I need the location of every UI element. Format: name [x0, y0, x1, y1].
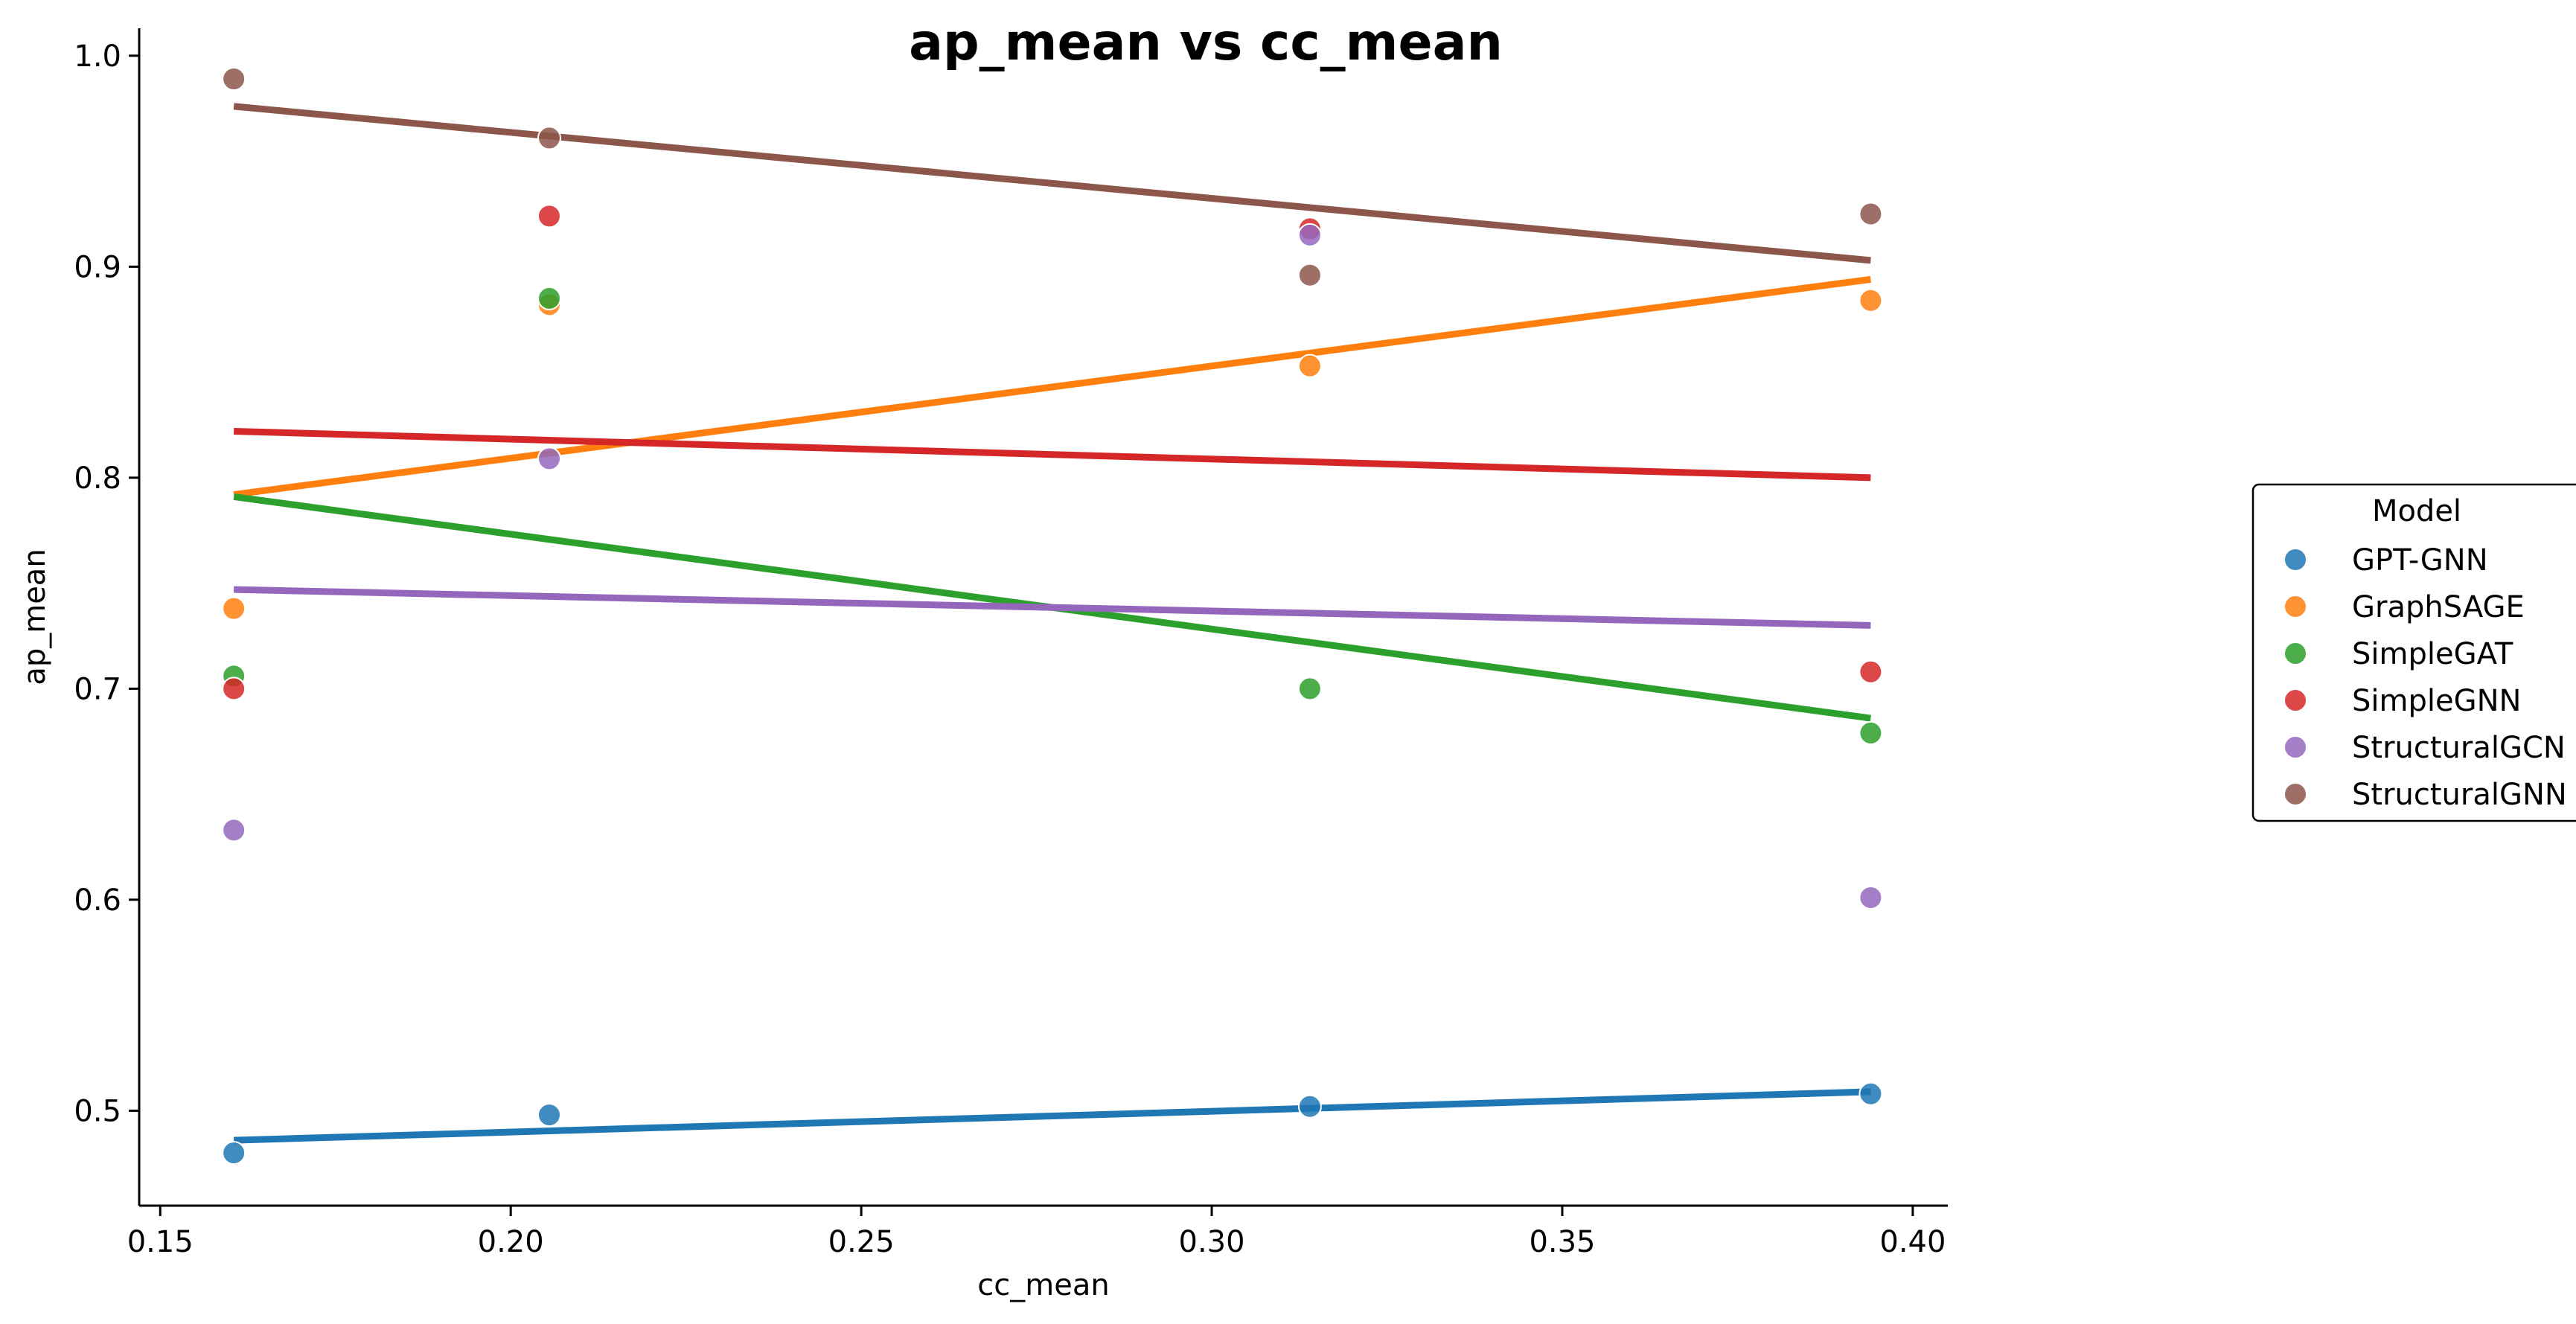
data-point-graphsage [1297, 354, 1322, 378]
legend-marker [2283, 595, 2307, 618]
legend-marker [2283, 548, 2307, 572]
trend-line-gpt-gnn [234, 1088, 1871, 1144]
data-point-simplegnn [222, 677, 246, 701]
y-tick-label: 0.9 [74, 250, 121, 284]
x-axis-label: cc_mean [977, 1268, 1109, 1302]
data-point-simplegat [1297, 677, 1322, 701]
data-point-graphsage [1859, 288, 1883, 313]
data-point-structuralgcn [1859, 886, 1883, 910]
x-tick-label: 0.15 [127, 1225, 194, 1259]
data-point-simplegat [1859, 720, 1883, 745]
x-tick-label: 0.30 [1179, 1225, 1245, 1259]
y-tick-label: 0.6 [74, 883, 121, 918]
trend-line-structuralgcn [234, 586, 1871, 629]
data-point-structuralgnn [537, 126, 561, 150]
data-point-graphsage [222, 596, 246, 621]
data-point-gpt-gnn [1859, 1081, 1883, 1106]
trend-line-graphsage [233, 275, 1871, 499]
legend-label: SimpleGNN [2352, 684, 2521, 718]
legend-label: StructuralGNN [2352, 778, 2567, 812]
legend-marker [2283, 735, 2307, 759]
data-point-structuralgcn [222, 818, 246, 842]
y-axis-label: ap_mean [18, 549, 52, 685]
legend-label: GraphSAGE [2352, 590, 2525, 624]
legend-box [2251, 483, 2576, 822]
plot-area [222, 67, 1883, 1165]
data-point-simplegnn [537, 204, 561, 228]
trend-line-structuralgnn [233, 103, 1871, 264]
x-tick-label: 0.25 [828, 1225, 895, 1259]
data-point-gpt-gnn [1297, 1094, 1322, 1119]
legend-marker [2283, 782, 2307, 806]
legend: Model GPT-GNN GraphSAGE SimpleGAT SimpleGNN… [2251, 483, 2576, 822]
chart-title: ap_mean vs cc_mean [909, 13, 1503, 72]
legend-label: StructuralGCN [2352, 731, 2566, 765]
data-point-simplegnn [1859, 659, 1883, 684]
y-tick-label: 0.5 [74, 1094, 121, 1128]
legend-label: SimpleGAT [2352, 637, 2513, 671]
data-point-structuralgnn [1859, 202, 1883, 226]
y-tick-label: 0.8 [74, 461, 121, 496]
data-point-simplegat [537, 286, 561, 310]
axes: 0.15 0.20 0.25 0.30 0.35 0.40 0.5 0.6 0.7 0.8 0.9 1… [74, 28, 1948, 1259]
legend-marker [2283, 642, 2307, 665]
legend-label: GPT-GNN [2352, 543, 2488, 578]
data-point-structuralgcn [1297, 223, 1322, 247]
x-tick-label: 0.20 [478, 1225, 544, 1259]
legend-title: Model [2372, 494, 2461, 528]
data-point-structuralgcn [537, 447, 561, 471]
data-point-gpt-gnn [222, 1141, 246, 1165]
y-tick-label: 1.0 [74, 39, 121, 74]
x-tick-label: 0.40 [1879, 1225, 1946, 1259]
trend-line-simplegnn [234, 428, 1871, 482]
legend-marker [2283, 688, 2307, 712]
x-tick-label: 0.35 [1529, 1225, 1595, 1259]
y-tick-label: 0.7 [74, 672, 121, 706]
data-point-gpt-gnn [537, 1103, 561, 1128]
data-point-structuralgnn [1297, 263, 1322, 287]
data-point-structuralgnn [222, 67, 246, 92]
